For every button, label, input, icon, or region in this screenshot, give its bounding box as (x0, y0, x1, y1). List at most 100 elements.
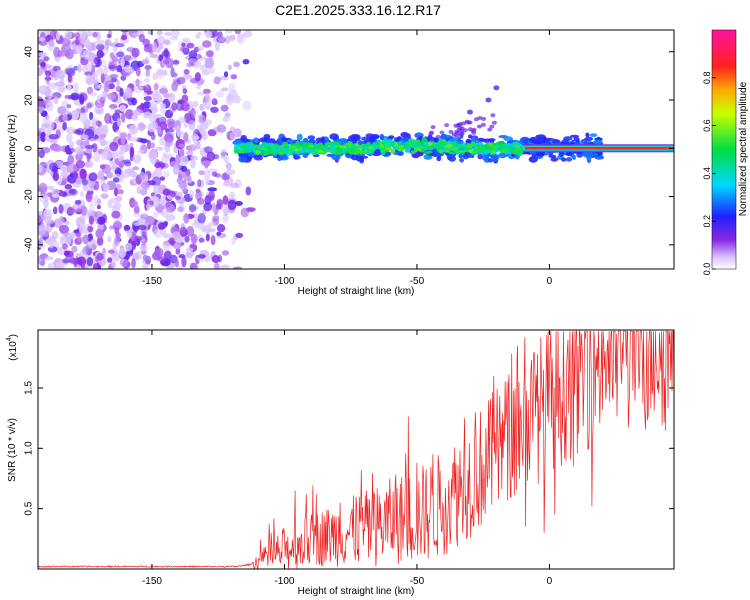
noise-blob (181, 42, 186, 48)
noise-blob (71, 148, 76, 153)
noise-blob (186, 42, 195, 49)
signal-blob (467, 134, 473, 139)
signal-blob (550, 157, 559, 162)
signal-core-blob (410, 141, 418, 147)
x-tick-label: -100 (274, 276, 294, 287)
noise-blob (115, 232, 121, 239)
noise-blob (96, 198, 102, 206)
noise-blob (202, 131, 208, 141)
noise-blob (38, 98, 46, 108)
noise-blob (190, 158, 196, 169)
noise-blob (175, 125, 181, 136)
noise-blob (103, 83, 111, 93)
noise-blob (220, 264, 228, 269)
signal-blob (371, 151, 382, 157)
signal-core-blob (472, 150, 478, 154)
noise-blob (107, 92, 116, 101)
signal-blob (528, 156, 538, 163)
y-tick-label: 0 (24, 145, 35, 151)
noise-blob (222, 195, 229, 206)
noise-blob (204, 57, 215, 69)
noise-blob (44, 191, 49, 202)
signal-core-blob (468, 143, 472, 148)
noise-blob (94, 127, 103, 136)
trace-blob (471, 127, 477, 132)
noise-blob (201, 69, 211, 76)
signal-blob (238, 156, 248, 163)
noise-blob (59, 224, 69, 235)
noise-blob (216, 231, 222, 236)
signal-blob (433, 137, 439, 143)
signal-blob (320, 136, 325, 144)
noise-blob (177, 191, 184, 197)
noise-blob (133, 83, 144, 94)
noise-blob (163, 31, 172, 37)
noise-blob (143, 111, 152, 119)
noise-blob (85, 74, 93, 85)
noise-blob (153, 184, 160, 194)
noise-blob (71, 245, 78, 253)
noise-blob (225, 30, 233, 34)
noise-blob (197, 31, 202, 37)
noise-blob (102, 247, 107, 256)
noise-blob (91, 119, 97, 128)
noise-blob (125, 242, 133, 252)
noise-blob (170, 30, 180, 38)
noise-blob (233, 61, 240, 68)
signal-blob (395, 137, 400, 143)
noise-blob (173, 168, 180, 173)
trace-blob (448, 129, 454, 134)
noise-blob (179, 155, 189, 166)
signal-core-blob (354, 149, 361, 155)
noise-blob (225, 162, 232, 169)
y-tick-label: 40 (24, 46, 35, 58)
signal-core-blob (366, 141, 371, 146)
noise-blob (138, 34, 146, 43)
noise-blob (116, 80, 121, 87)
noise-blob (74, 199, 82, 205)
noise-blob (223, 181, 231, 187)
noise-blob (96, 204, 101, 210)
trace-blob (457, 126, 463, 130)
y-tick-label: -40 (24, 237, 35, 252)
noise-blob (217, 254, 223, 263)
signal-core-blob (393, 142, 398, 147)
signal-blob (383, 137, 388, 145)
noise-blob (80, 37, 91, 46)
noise-blob (139, 171, 146, 181)
noise-blob (109, 104, 118, 109)
noise-blob (211, 202, 216, 212)
noise-blob (111, 56, 119, 63)
noise-blob (131, 240, 137, 250)
signal-core-blob (477, 147, 481, 150)
noise-blob (44, 256, 54, 261)
noise-blob (177, 206, 184, 213)
noise-blob (95, 39, 106, 45)
noise-blob (94, 104, 104, 115)
noise-blob (66, 207, 76, 215)
signal-blob (537, 136, 545, 144)
signal-blob (379, 133, 385, 141)
noise-blob (186, 62, 193, 68)
noise-blob (85, 244, 90, 256)
signal-core-blob (501, 148, 506, 153)
noise-blob (196, 124, 203, 131)
noise-blob (97, 67, 104, 75)
noise-blob (217, 36, 226, 43)
noise-blob (139, 245, 148, 252)
noise-blob (61, 37, 71, 47)
noise-blob (137, 224, 147, 231)
noise-blob (132, 154, 142, 164)
signal-core-blob (289, 143, 297, 146)
noise-blob (202, 88, 211, 94)
signal-core-blob (335, 141, 340, 146)
signal-core-blob (294, 148, 299, 152)
noise-blob (199, 115, 206, 123)
noise-blob (165, 138, 173, 147)
noise-blob (96, 253, 105, 260)
noise-blob (230, 74, 238, 80)
noise-blob (120, 57, 125, 67)
signal-core-blob (308, 145, 314, 149)
signal-blob (292, 155, 301, 160)
signal-blob (558, 151, 565, 157)
